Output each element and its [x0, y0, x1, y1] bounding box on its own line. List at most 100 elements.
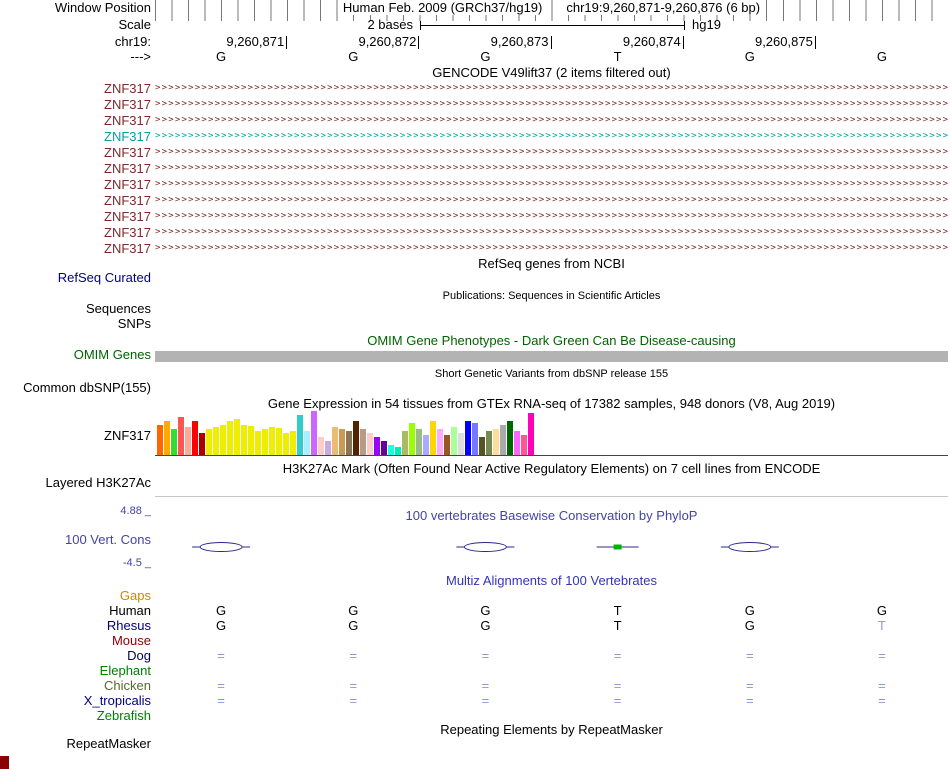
gencode-transcript-row[interactable]: >>>>>>>>>>>>>>>>>>>>>>>>>>>>>>>>>>>>>>>>…	[155, 115, 948, 125]
gtex-bar	[381, 441, 387, 455]
gtex-bar	[528, 413, 534, 455]
refseq-header: RefSeq genes from NCBI	[478, 256, 625, 271]
multiz-species-label: Gaps	[119, 588, 151, 603]
multiz-row[interactable]: = = = = = =	[155, 649, 948, 663]
multiz-cell: =	[349, 648, 358, 663]
gencode-transcript-label[interactable]: ZNF317	[104, 177, 151, 192]
multiz-cell: G	[744, 603, 755, 618]
multiz-cell: =	[349, 693, 358, 708]
gtex-bar	[332, 427, 338, 455]
snps-label: SNPs	[117, 316, 151, 331]
gencode-transcript-row[interactable]: >>>>>>>>>>>>>>>>>>>>>>>>>>>>>>>>>>>>>>>>…	[155, 83, 948, 93]
multiz-cell: G	[348, 618, 359, 633]
multiz-row[interactable]	[155, 664, 948, 678]
refseq-curated-label: RefSeq Curated	[57, 270, 151, 285]
gtex-bar	[360, 429, 366, 455]
gencode-transcript-label[interactable]: ZNF317	[104, 193, 151, 208]
gtex-bar	[493, 429, 499, 455]
multiz-row[interactable]: = = = = = =	[155, 679, 948, 693]
gtex-bar	[339, 429, 345, 455]
gencode-transcript-label[interactable]: ZNF317	[104, 225, 151, 240]
gtex-bar	[318, 437, 324, 455]
multiz-species-label: Zebrafish	[96, 708, 151, 723]
gencode-transcript-row[interactable]: >>>>>>>>>>>>>>>>>>>>>>>>>>>>>>>>>>>>>>>>…	[155, 131, 948, 141]
gtex-bar	[514, 431, 520, 455]
gtex-expression-chart[interactable]	[155, 410, 948, 455]
gtex-bar	[472, 423, 478, 455]
gencode-transcript-label[interactable]: ZNF317	[104, 209, 151, 224]
ruler-number: 9,260,875	[754, 34, 813, 49]
multiz-cell: =	[217, 648, 225, 663]
multiz-row[interactable]	[155, 634, 948, 648]
gencode-header: GENCODE V49lift37 (2 items filtered out)	[432, 65, 671, 80]
sidebar-track-button[interactable]	[0, 756, 9, 769]
gencode-transcript-row[interactable]: >>>>>>>>>>>>>>>>>>>>>>>>>>>>>>>>>>>>>>>>…	[155, 211, 948, 221]
window-position-label: Window Position	[54, 0, 151, 15]
gtex-bar	[416, 429, 422, 455]
scale-row: 2 bases hg19	[155, 18, 948, 32]
gtex-bar	[395, 447, 401, 455]
gtex-bar	[192, 421, 198, 455]
multiz-row[interactable]	[155, 709, 948, 723]
multiz-species-label: Elephant	[99, 663, 151, 678]
repeatmasker-label: RepeatMasker	[66, 736, 151, 751]
gencode-transcript-row[interactable]: >>>>>>>>>>>>>>>>>>>>>>>>>>>>>>>>>>>>>>>>…	[155, 99, 948, 109]
base-letter: G	[216, 49, 227, 64]
gtex-bar	[157, 425, 163, 455]
gtex-bar	[451, 427, 457, 455]
gtex-bar	[276, 428, 282, 455]
multiz-species-label: Chicken	[104, 678, 151, 693]
gtex-gene-label: ZNF317	[104, 428, 151, 443]
omim-track-bar[interactable]	[155, 351, 948, 362]
ruler-number: 9,260,872	[358, 34, 417, 49]
gencode-transcript-row[interactable]: >>>>>>>>>>>>>>>>>>>>>>>>>>>>>>>>>>>>>>>>…	[155, 243, 948, 253]
gencode-transcript-row[interactable]: >>>>>>>>>>>>>>>>>>>>>>>>>>>>>>>>>>>>>>>>…	[155, 179, 948, 189]
gencode-transcript-row[interactable]: >>>>>>>>>>>>>>>>>>>>>>>>>>>>>>>>>>>>>>>>…	[155, 195, 948, 205]
dbsnp-header: Short Genetic Variants from dbSNP releas…	[434, 368, 669, 380]
cons-min-label: -4.5 _	[122, 557, 151, 569]
gencode-transcript-label[interactable]: ZNF317	[104, 81, 151, 96]
gencode-transcript-row[interactable]: >>>>>>>>>>>>>>>>>>>>>>>>>>>>>>>>>>>>>>>>…	[155, 163, 948, 173]
gtex-bar	[458, 433, 464, 455]
base-letter: G	[480, 49, 491, 64]
cons-mark-ellipse	[199, 542, 243, 552]
gtex-bar	[367, 433, 373, 455]
gencode-transcript-label[interactable]: ZNF317	[104, 113, 151, 128]
ruler-number: 9,260,874	[622, 34, 681, 49]
cons-mark-ellipse	[728, 542, 772, 552]
chrom-label: chr19:	[114, 34, 151, 49]
gtex-bar	[325, 441, 331, 455]
multiz-row[interactable]	[155, 589, 948, 603]
multiz-cell: G	[216, 618, 227, 633]
base-letter: G	[744, 49, 755, 64]
phylop-track[interactable]	[155, 536, 948, 558]
gencode-transcript-label[interactable]: ZNF317	[104, 145, 151, 160]
gencode-transcript-row[interactable]: >>>>>>>>>>>>>>>>>>>>>>>>>>>>>>>>>>>>>>>>…	[155, 227, 948, 237]
gtex-bar	[164, 421, 170, 455]
gencode-transcript-label[interactable]: ZNF317	[104, 241, 151, 256]
gencode-transcript-label[interactable]: ZNF317	[104, 97, 151, 112]
multiz-row[interactable]: = = = = = =	[155, 694, 948, 708]
ruler-tick	[418, 36, 420, 49]
gencode-transcript-label[interactable]: ZNF317	[104, 161, 151, 176]
multiz-species-label: Rhesus	[106, 618, 151, 633]
gtex-bar	[213, 427, 219, 455]
scale-bar	[420, 21, 685, 30]
gtex-bar	[255, 431, 261, 455]
gtex-baseline	[155, 455, 948, 456]
gencode-transcript-label[interactable]: ZNF317	[104, 129, 151, 144]
scale-value: 2 bases	[367, 17, 413, 32]
multiz-species-label: Dog	[127, 648, 151, 663]
omim-genes-label: OMIM Genes	[73, 347, 151, 362]
gencode-transcript-row[interactable]: >>>>>>>>>>>>>>>>>>>>>>>>>>>>>>>>>>>>>>>>…	[155, 147, 948, 157]
gtex-bar	[234, 419, 240, 455]
repeatmasker-header: Repeating Elements by RepeatMasker	[440, 722, 663, 737]
ruler-number: 9,260,871	[226, 34, 285, 49]
gtex-bar	[185, 427, 191, 455]
gtex-bar	[500, 425, 506, 455]
ruler-row[interactable]: 9,260,871 9,260,872 9,260,873 9,260,874 9,26…	[155, 35, 948, 50]
multiz-cell: G	[348, 603, 359, 618]
